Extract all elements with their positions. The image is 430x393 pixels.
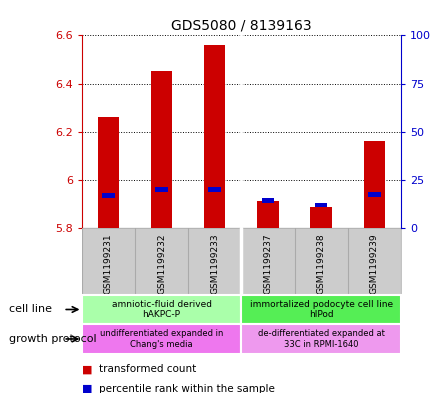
Bar: [155, 187, 168, 192]
Text: GSM1199233: GSM1199233: [210, 233, 219, 294]
Text: cell line: cell line: [9, 305, 52, 314]
Text: de-differentiated expanded at
33C in RPMI-1640: de-differentiated expanded at 33C in RPM…: [257, 329, 384, 349]
Text: amniotic-fluid derived
hAKPC-P: amniotic-fluid derived hAKPC-P: [111, 300, 211, 319]
Text: GSM1199238: GSM1199238: [316, 233, 325, 294]
Bar: [257, 202, 278, 228]
Bar: [241, 295, 400, 324]
Text: GSM1199231: GSM1199231: [104, 233, 113, 294]
Text: GSM1199239: GSM1199239: [369, 233, 378, 294]
Title: GDS5080 / 8139163: GDS5080 / 8139163: [171, 19, 311, 33]
Bar: [98, 117, 119, 228]
Bar: [102, 193, 114, 198]
Bar: [82, 324, 241, 354]
Bar: [367, 192, 380, 196]
Text: undifferentiated expanded in
Chang's media: undifferentiated expanded in Chang's med…: [100, 329, 223, 349]
Text: GSM1199237: GSM1199237: [263, 233, 272, 294]
Text: ■: ■: [82, 384, 92, 393]
Text: ■: ■: [82, 364, 92, 375]
Bar: [310, 208, 331, 228]
Bar: [208, 187, 221, 192]
Bar: [241, 324, 400, 354]
Text: GSM1199232: GSM1199232: [157, 233, 166, 294]
Bar: [261, 198, 273, 203]
Text: immortalized podocyte cell line
hIPod: immortalized podocyte cell line hIPod: [249, 300, 392, 319]
Text: transformed count: transformed count: [99, 364, 196, 375]
Bar: [82, 295, 241, 324]
Text: growth protocol: growth protocol: [9, 334, 96, 344]
Text: percentile rank within the sample: percentile rank within the sample: [99, 384, 274, 393]
Bar: [314, 203, 327, 208]
Bar: [363, 141, 384, 228]
Bar: [150, 72, 172, 228]
Bar: [204, 45, 225, 228]
